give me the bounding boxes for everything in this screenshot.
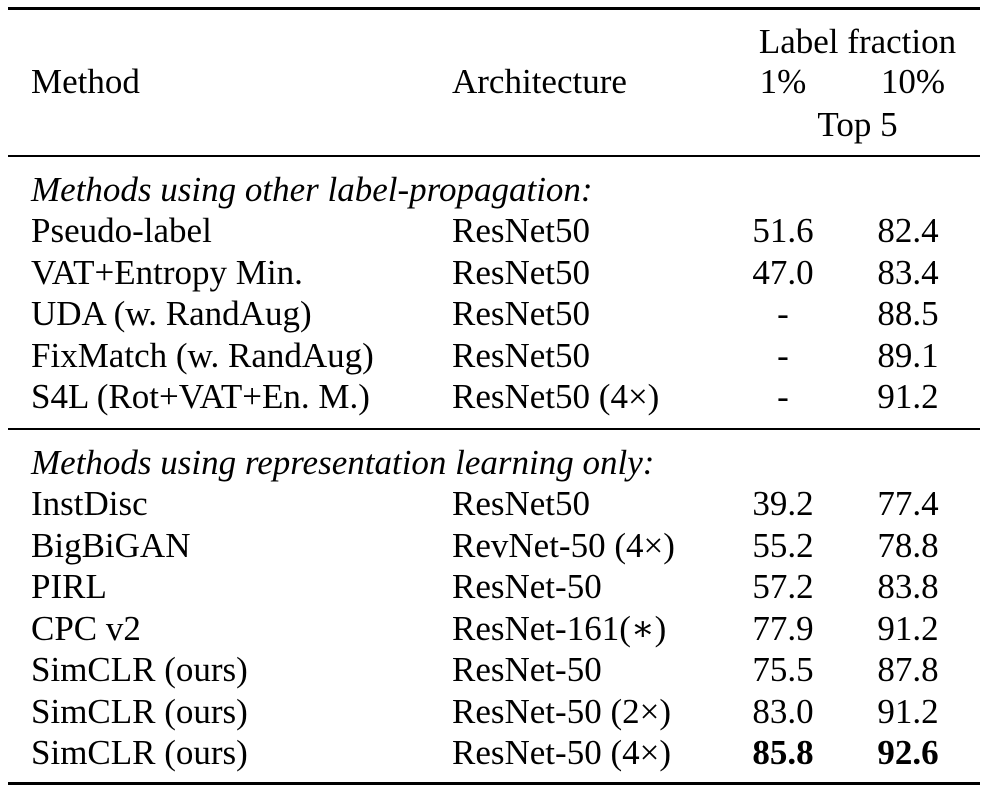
top5-10pct-cell: 89.1 — [877, 335, 939, 375]
top5-1pct-cell: 83.0 — [752, 691, 814, 731]
method-cell: CPC v2 — [31, 608, 141, 648]
header-rule — [8, 155, 980, 157]
top5-1pct-cell: 77.9 — [752, 608, 814, 648]
header-metric-top5: Top 5 — [817, 105, 898, 144]
method-cell: Pseudo-label — [31, 211, 212, 250]
architecture-cell: ResNet50 — [452, 211, 591, 250]
method-cell: SimCLR (ours) — [31, 691, 248, 731]
section-rule — [8, 428, 980, 430]
method-cell: SimCLR (ours) — [31, 733, 248, 772]
architecture-cell: ResNet50 — [452, 335, 591, 375]
architecture-cell: ResNet-50 (4×) — [452, 733, 671, 772]
section-title: Methods using other label-propagation: — [31, 170, 593, 209]
top5-10pct-cell: 83.8 — [877, 567, 939, 606]
top5-1pct-cell: 51.6 — [752, 211, 814, 250]
method-cell: SimCLR (ours) — [31, 650, 248, 689]
section-title: Methods using representation learning on… — [31, 443, 655, 482]
architecture-cell: ResNet-50 — [452, 650, 602, 689]
top5-1pct-cell: 57.2 — [752, 567, 814, 606]
architecture-cell: ResNet50 (4×) — [452, 377, 660, 416]
top5-10pct-cell: 91.2 — [877, 691, 939, 731]
top5-1pct-cell: - — [777, 377, 789, 416]
architecture-cell: RevNet-50 (4×) — [452, 525, 675, 565]
architecture-cell: ResNet-161(∗) — [452, 608, 667, 648]
architecture-cell: ResNet-50 — [452, 567, 602, 606]
top5-10pct-cell: 83.4 — [877, 252, 939, 292]
top5-1pct-cell: 75.5 — [752, 650, 814, 689]
header-col-1pct: 1% — [759, 62, 807, 101]
top5-10pct-cell: 92.6 — [877, 733, 939, 772]
top5-1pct-cell: - — [777, 294, 789, 333]
header-method: Method — [31, 62, 140, 101]
method-cell: S4L (Rot+VAT+En. M.) — [31, 377, 370, 416]
method-cell: VAT+Entropy Min. — [31, 252, 303, 292]
top5-10pct-cell: 91.2 — [877, 377, 939, 416]
architecture-cell: ResNet50 — [452, 484, 591, 523]
method-cell: FixMatch (w. RandAug) — [31, 335, 374, 375]
top-rule — [8, 7, 980, 10]
top5-10pct-cell: 78.8 — [877, 525, 939, 565]
header-architecture: Architecture — [452, 62, 627, 101]
top5-10pct-cell: 82.4 — [877, 211, 939, 250]
header-label-fraction: Label fraction — [758, 22, 957, 61]
top5-10pct-cell: 77.4 — [877, 484, 939, 523]
top5-1pct-cell: 39.2 — [752, 484, 814, 523]
architecture-cell: ResNet-50 (2×) — [452, 691, 671, 731]
method-cell: InstDisc — [31, 484, 148, 523]
architecture-cell: ResNet50 — [452, 252, 591, 292]
top5-10pct-cell: 88.5 — [877, 294, 939, 333]
bottom-rule — [8, 782, 980, 785]
top5-1pct-cell: 47.0 — [752, 252, 814, 292]
top5-1pct-cell: - — [777, 335, 789, 375]
top5-10pct-cell: 91.2 — [877, 608, 939, 648]
top5-1pct-cell: 55.2 — [752, 525, 814, 565]
architecture-cell: ResNet50 — [452, 294, 591, 333]
header-col-10pct: 10% — [880, 62, 946, 101]
top5-10pct-cell: 87.8 — [877, 650, 939, 689]
method-cell: PIRL — [31, 567, 107, 606]
top5-1pct-cell: 85.8 — [752, 733, 814, 772]
method-cell: BigBiGAN — [31, 525, 191, 565]
method-cell: UDA (w. RandAug) — [31, 294, 312, 333]
